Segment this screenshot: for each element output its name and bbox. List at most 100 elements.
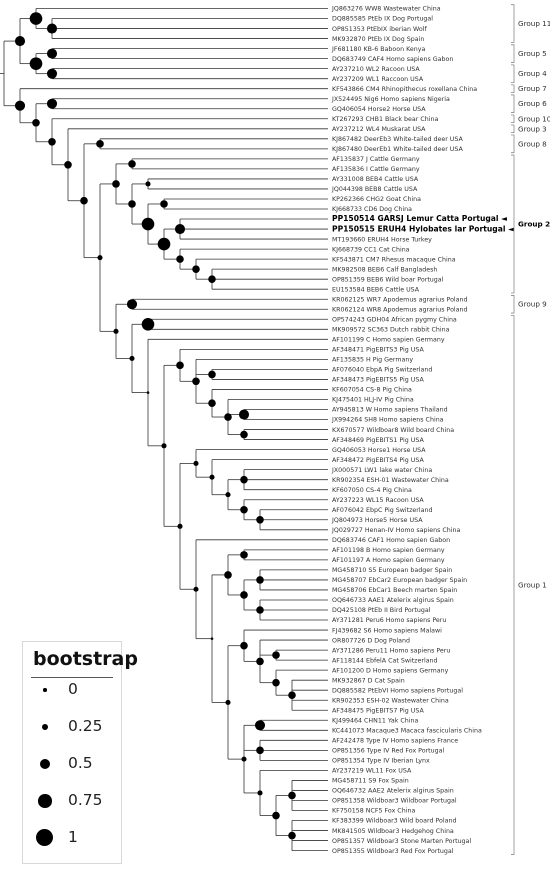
taxon-label: MG458706 EbCar1 Beech marten Spain bbox=[332, 587, 457, 594]
legend-entry-label: 0.25 bbox=[68, 717, 103, 735]
bootstrap-marker bbox=[112, 180, 120, 188]
taxon-label: JQ863276 WW8 Wastewater China bbox=[331, 6, 441, 13]
bootstrap-marker bbox=[272, 651, 280, 659]
bootstrap-marker bbox=[256, 746, 264, 755]
bootstrap-marker bbox=[240, 430, 248, 439]
bootstrap-marker bbox=[14, 36, 26, 47]
group-label: Group 1 bbox=[518, 580, 547, 589]
legend-divider bbox=[31, 677, 113, 678]
taxon-label: AF101199 C Homo sapien Germany bbox=[332, 337, 445, 344]
group-label: Group 5 bbox=[518, 49, 547, 58]
taxon-label: MG458710 S5 European badger Spain bbox=[332, 567, 452, 574]
taxon-label: MG458707 EbCar2 European badger Spain bbox=[332, 577, 467, 584]
bootstrap-marker bbox=[145, 181, 151, 187]
taxon-label: KJ499464 CHN11 Yak China bbox=[332, 717, 418, 724]
taxon-label: KJ668733 CD6 Dog China bbox=[332, 206, 412, 213]
taxon-label: AF118144 EbfelA Cat Switzerland bbox=[332, 657, 438, 664]
legend-entry: 0.75 bbox=[23, 786, 123, 816]
group-bracket bbox=[511, 44, 515, 63]
taxon-label: AY237223 WL15 Racoon USA bbox=[332, 497, 424, 504]
bootstrap-marker bbox=[80, 196, 88, 205]
legend-entry-label: 0.75 bbox=[68, 791, 103, 809]
taxon-label: EU153584 BEB6 Cattle USA bbox=[332, 286, 420, 293]
bootstrap-marker bbox=[46, 23, 58, 34]
legend-entry: 1 bbox=[23, 823, 123, 853]
bootstrap-marker bbox=[288, 831, 296, 840]
bootstrap-marker bbox=[46, 48, 58, 59]
bootstrap-marker bbox=[256, 515, 264, 524]
bootstrap-marker bbox=[272, 678, 280, 687]
taxon-label: MG458711 S9 Fox Spain bbox=[332, 778, 409, 785]
legend-dot-icon bbox=[43, 688, 47, 692]
bootstrap-marker bbox=[225, 699, 231, 705]
taxon-label: AY331008 BEB4 Cattle USA bbox=[332, 176, 419, 183]
bootstrap-marker bbox=[146, 391, 150, 394]
group-label: Group 6 bbox=[518, 99, 547, 108]
group-bracket bbox=[511, 124, 515, 134]
taxon-label: JX994264 SH8 Homo sapiens China bbox=[331, 417, 444, 424]
taxon-label: KJ475401 HLJ-IV Pig China bbox=[332, 397, 414, 404]
taxon-label: OP851353 PtEbIX iberian Wolf bbox=[332, 26, 427, 33]
taxon-label: OP851358 Wildboar3 Wildboar Portugal bbox=[332, 798, 457, 805]
group-bracket bbox=[511, 84, 515, 93]
group-bracket bbox=[511, 295, 515, 314]
taxon-label: OP851359 BEB6 Wild boar Portugal bbox=[332, 276, 444, 283]
taxon-label: JF681180 KB-6 Baboon Kenya bbox=[331, 46, 426, 53]
group-label: Group 9 bbox=[518, 300, 547, 309]
bootstrap-marker bbox=[126, 299, 138, 310]
taxon-label: AF135837 J Cattle Germany bbox=[332, 156, 420, 163]
bootstrap-marker bbox=[256, 606, 264, 614]
bootstrap-marker bbox=[157, 237, 171, 251]
bootstrap-marker bbox=[208, 275, 216, 283]
bootstrap-marker bbox=[208, 370, 216, 379]
bootstrap-marker bbox=[224, 413, 232, 421]
bootstrap-marker bbox=[177, 523, 183, 529]
group-brackets: Group 11 Group 5 Group 4 Group 7 Group 6 Grou… bbox=[511, 4, 550, 855]
taxon-label: KP262366 CHG2 Goat China bbox=[332, 196, 421, 203]
taxon-label: GQ406053 Horse1 Horse USA bbox=[332, 447, 426, 454]
taxon-label: AF135835 H Pig Germany bbox=[332, 357, 413, 364]
bootstrap-marker bbox=[225, 492, 231, 498]
bootstrap-marker bbox=[209, 474, 215, 480]
bootstrap-marker bbox=[46, 98, 58, 109]
bootstrap-marker bbox=[288, 791, 296, 800]
legend-dot-icon bbox=[41, 723, 49, 731]
taxon-label: DQ683746 CAF1 Homo sapien Gabon bbox=[332, 537, 450, 544]
bootstrap-marker bbox=[272, 811, 280, 820]
legend-dot-icon bbox=[36, 829, 54, 847]
bootstrap-markers bbox=[14, 12, 296, 840]
taxon-label: AY945813 W Homo sapiens Thailand bbox=[332, 407, 448, 414]
legend-entry-label: 0 bbox=[68, 680, 78, 698]
taxon-label: AF101197 A Homo sapien Germany bbox=[332, 557, 445, 564]
bootstrap-marker bbox=[113, 328, 119, 334]
taxon-label: AF348472 PigEBITS4 Pig USA bbox=[332, 457, 425, 464]
bootstrap-marker bbox=[64, 160, 72, 169]
bootstrap-marker bbox=[256, 576, 264, 584]
taxon-label: AY237210 WL2 Racoon USA bbox=[332, 66, 420, 73]
bootstrap-marker bbox=[208, 399, 216, 408]
group-bracket bbox=[511, 94, 515, 113]
taxon-label: AF242478 Type IV Homo sapiens France bbox=[332, 738, 458, 745]
group-label: Group 7 bbox=[518, 84, 547, 93]
bootstrap-marker bbox=[240, 475, 248, 484]
bootstrap-marker bbox=[176, 361, 184, 370]
leaf-labels: JQ863276 WW8 Wastewater China DQ885585 Pt… bbox=[331, 6, 514, 855]
bootstrap-marker bbox=[210, 637, 214, 640]
bootstrap-marker bbox=[174, 224, 186, 235]
bootstrap-marker bbox=[192, 265, 200, 273]
taxon-label: JQ029727 Henan-IV Homo sapiens China bbox=[331, 527, 460, 534]
taxon-label: AF135836 I Cattle Germany bbox=[332, 166, 420, 173]
taxon-label: MK909572 SC363 Dutch rabbit China bbox=[332, 327, 450, 334]
group-bracket bbox=[511, 4, 515, 43]
taxon-label: KF607050 CS-4 Pig China bbox=[332, 487, 412, 494]
bootstrap-marker bbox=[241, 756, 247, 762]
taxon-label: KR062125 WR7 Apodemus agrarius Poland bbox=[332, 296, 468, 303]
legend-entry-label: 1 bbox=[68, 828, 78, 846]
taxon-label: AF076040 EbpA Pig Switzerland bbox=[332, 367, 432, 374]
taxon-label: KJ867480 DeerEb1 White-tailed deer USA bbox=[332, 146, 464, 153]
taxon-label: DQ885582 PtEbVI Homo sapiens Portugal bbox=[332, 687, 463, 694]
taxon-label: KF750158 NCF5 Fox China bbox=[332, 808, 415, 815]
taxon-label: KF383399 Wildboar3 Wild board Poland bbox=[332, 818, 456, 825]
legend-dot-icon bbox=[39, 758, 51, 770]
